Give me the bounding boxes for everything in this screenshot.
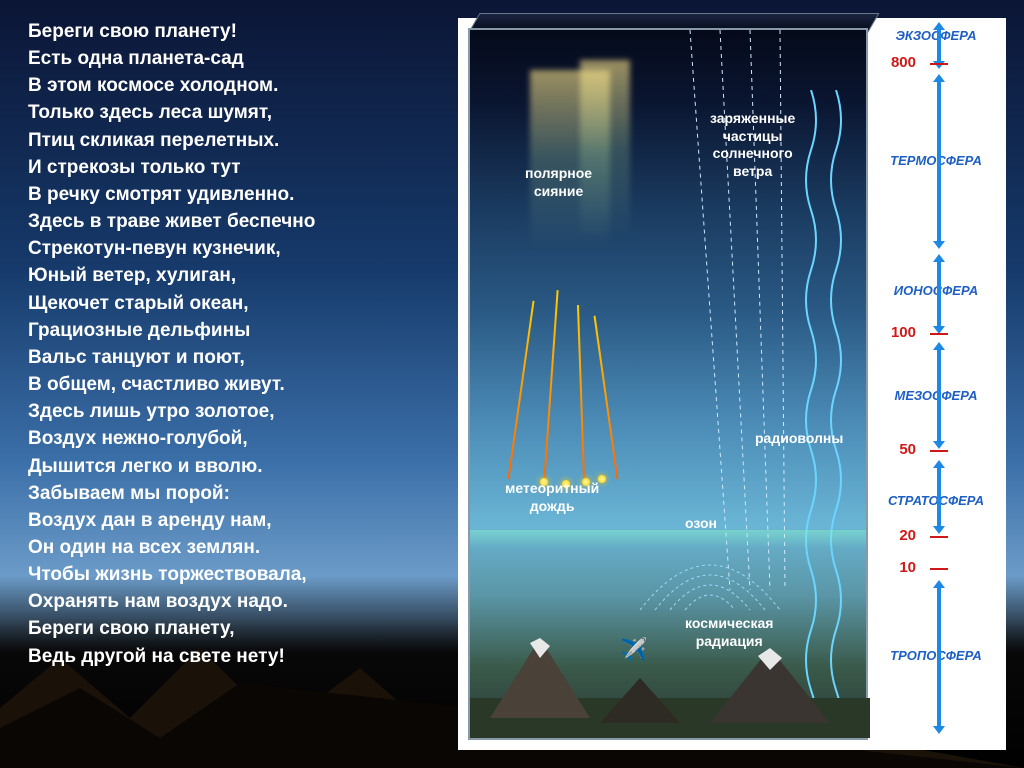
meteor-trail [507, 301, 534, 480]
km-tick [930, 63, 948, 65]
poem-text: Береги свою планету!Есть одна планета-са… [28, 18, 458, 670]
phenom-aurora: полярноесияние [525, 165, 592, 200]
meteor-trail [594, 316, 619, 480]
km-tick [930, 536, 948, 538]
layer-arrow [937, 466, 941, 528]
layer-label-ЭКЗОСФЕРA: ЭКЗОСФЕРА [876, 28, 996, 43]
km-label: 10 [880, 559, 916, 576]
layer-label-СТРАТОСФЕРА: СТРАТОСФЕРА [876, 493, 996, 508]
altitude-scale: ЭКЗОСФЕРА ТЕРМОСФЕРА ИОНОСФЕРА МЕЗОСФЕРА СТР… [876, 28, 996, 740]
meteor-trail [577, 305, 585, 480]
km-label: 20 [880, 527, 916, 544]
poem-line: Береги свою планету, [28, 615, 458, 642]
poem-line: Вальс танцуют и поют, [28, 344, 458, 371]
poem-line: Воздух нежно-голубой, [28, 425, 458, 452]
layer-label-МЕЗОСФЕРА: МЕЗОСФЕРА [876, 388, 996, 403]
phenom-meteor: метеоритныйдождь [505, 480, 599, 515]
layer-arrow [937, 260, 941, 328]
poem-line: Охранять нам воздух надо. [28, 588, 458, 615]
poem-line: Только здесь леса шумят, [28, 99, 458, 126]
poem-line: Здесь в траве живет беспечно [28, 208, 458, 235]
poem-line: Чтобы жизнь торжествовала, [28, 561, 458, 588]
layer-label-ИОНОСФЕРА: ИОНОСФЕРА [876, 283, 996, 298]
poem-line: В этом космосе холодном. [28, 72, 458, 99]
poem-line: Здесь лишь утро золотое, [28, 398, 458, 425]
aurora-glow [580, 60, 630, 240]
poem-line: Грациозные дельфины [28, 317, 458, 344]
poem-line: Юный ветер, хулиган, [28, 262, 458, 289]
km-label: 50 [880, 441, 916, 458]
layer-arrow [937, 348, 941, 443]
meteor-trail [543, 290, 558, 480]
layer-label-ТРОПОСФЕРА: ТРОПОСФЕРА [876, 648, 996, 663]
poem-line: Щекочет старый океан, [28, 290, 458, 317]
poem-line: Стрекотун-певун кузнечик, [28, 235, 458, 262]
poem-line: Ведь другой на свете нету! [28, 643, 458, 670]
phenom-radio: радиоволны [755, 430, 843, 448]
ground-scene: ✈️ [470, 608, 866, 738]
poem-line: Дышится легко и вволю. [28, 453, 458, 480]
km-label: 100 [880, 324, 916, 341]
layer-label-ТЕРМОСФЕРА: ТЕРМОСФЕРА [876, 153, 996, 168]
layer-arrow [937, 80, 941, 243]
poem-line: Забываем мы порой: [28, 480, 458, 507]
airplane-icon: ✈️ [620, 637, 647, 663]
km-tick [930, 568, 948, 570]
phenom-solar_particles: заряженныечастицысолнечноговетра [710, 110, 795, 180]
meteor-head [598, 475, 606, 483]
poem-line: Воздух дан в аренду нам, [28, 507, 458, 534]
poem-line: Есть одна планета-сад [28, 45, 458, 72]
poem-line: Он один на всех землян. [28, 534, 458, 561]
poem-line: Береги свою планету! [28, 18, 458, 45]
atmosphere-diagram: полярноесияние заряженныечастицысолнечног… [458, 18, 1006, 750]
poem-line: В общем, счастливо живут. [28, 371, 458, 398]
atmosphere-cube: полярноесияние заряженныечастицысолнечног… [468, 28, 868, 740]
poem-line: В речку смотрят удивленно. [28, 181, 458, 208]
km-tick [930, 450, 948, 452]
km-label: 800 [880, 54, 916, 71]
km-tick [930, 333, 948, 335]
layer-arrow [937, 586, 941, 728]
low-aurora-band [470, 530, 866, 548]
layer-arrow [937, 28, 941, 63]
poem-line: И стрекозы только тут [28, 154, 458, 181]
poem-line: Птиц скликая перелетных. [28, 127, 458, 154]
